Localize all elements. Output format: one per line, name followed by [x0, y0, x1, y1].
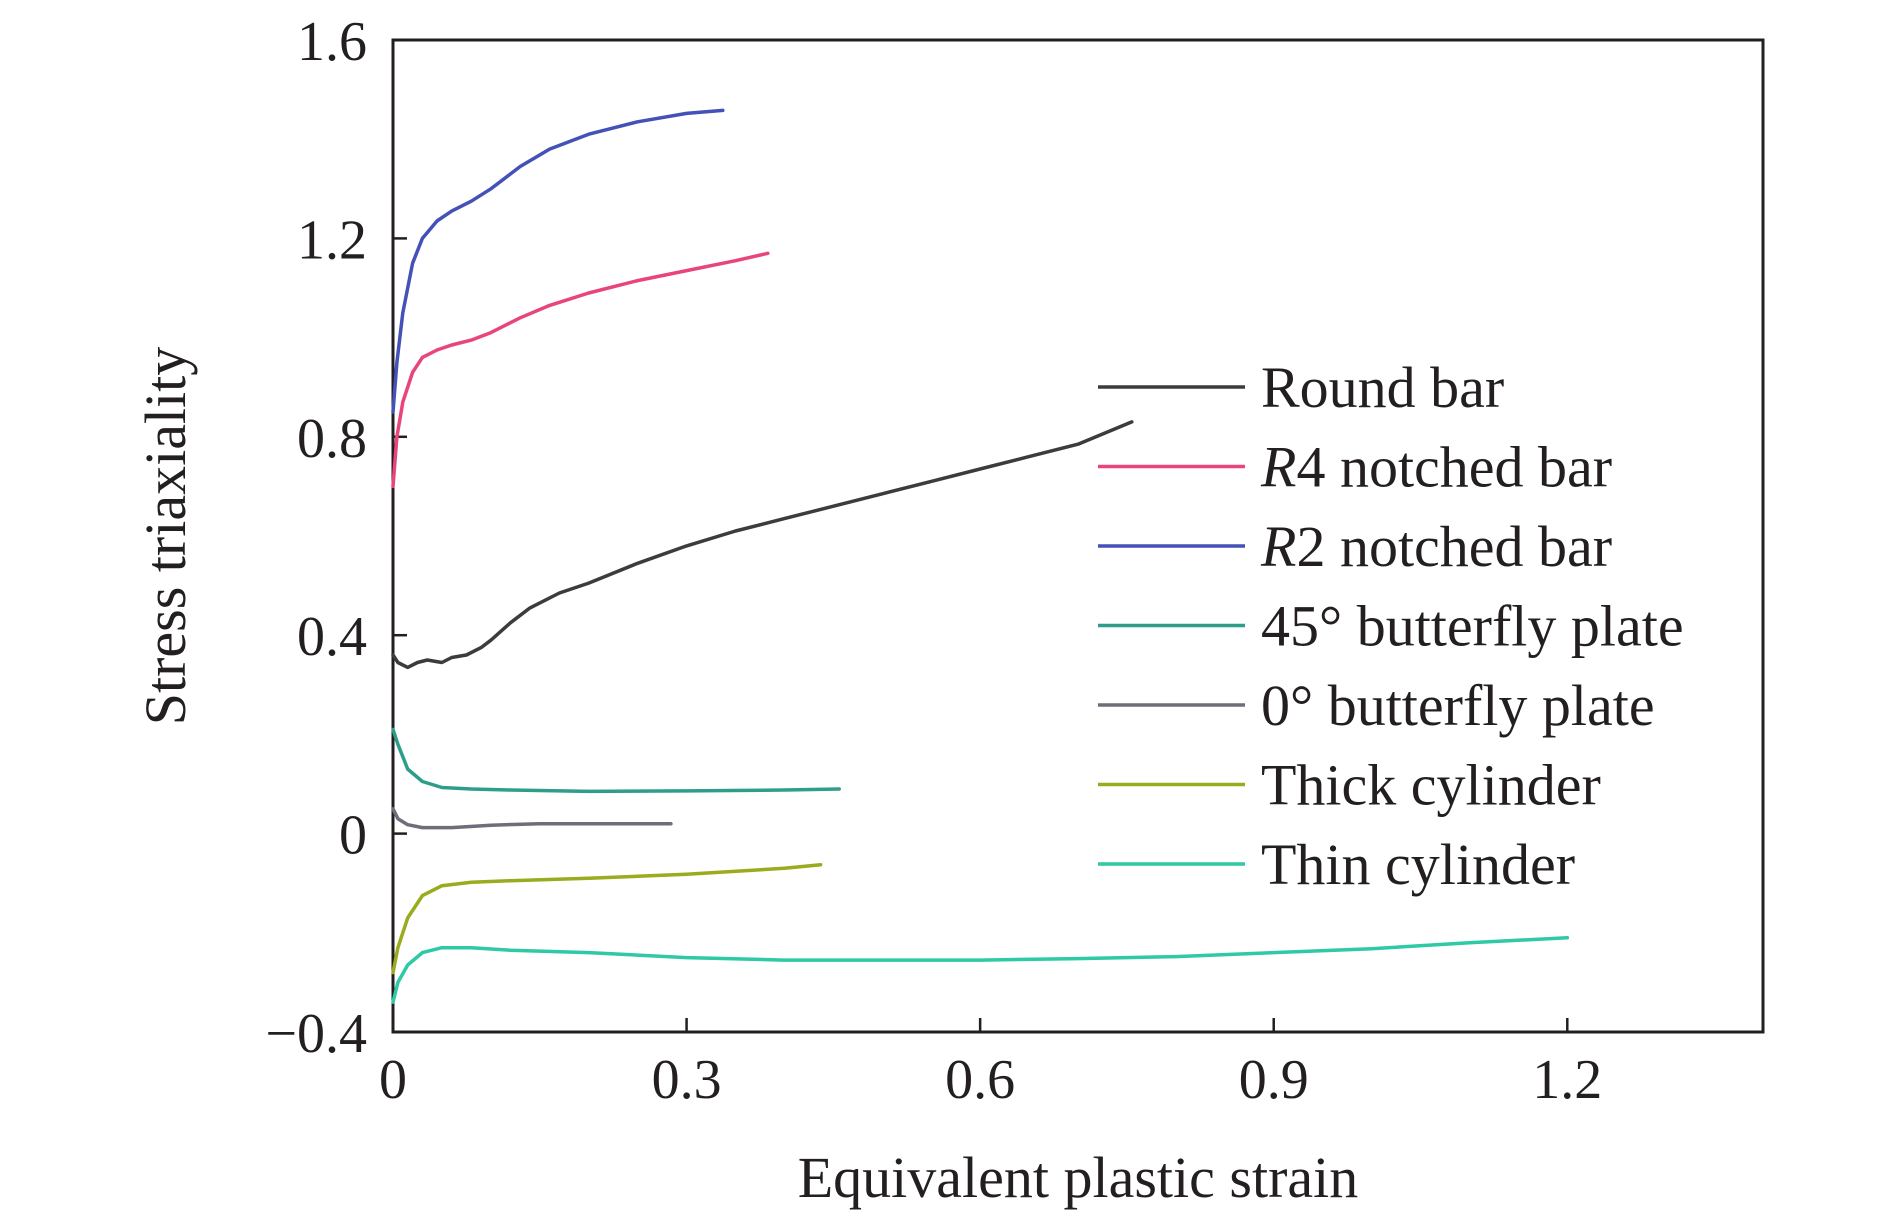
y-tick-label: 1.2 — [297, 209, 367, 271]
y-axis-title: Stress triaxiality — [133, 347, 198, 726]
y-tick-label: 1.6 — [297, 11, 367, 73]
y-axis: −0.4 0 0.4 0.8 1.2 1.6 — [265, 11, 407, 1065]
legend-label: 0° butterfly plate — [1261, 673, 1655, 738]
series-line-4 — [391, 807, 673, 830]
series-line-5 — [391, 863, 823, 975]
legend-label: Thick cylinder — [1261, 753, 1601, 818]
series-line-6 — [391, 936, 1570, 1004]
y-tick-label: 0 — [339, 805, 367, 867]
x-tick-label: 0.9 — [1239, 1049, 1309, 1111]
legend-label: 45° butterfly plate — [1261, 594, 1684, 659]
x-axis-title: Equivalent plastic strain — [798, 1145, 1359, 1210]
plot-frame — [391, 38, 1765, 1034]
legend-label: Thin cylinder — [1261, 832, 1575, 897]
series-line-1 — [391, 251, 770, 489]
legend-label: R2 notched bar — [1260, 514, 1612, 579]
x-tick-label: 0.3 — [652, 1049, 722, 1111]
series-line-3 — [391, 727, 841, 794]
legend-label: R4 notched bar — [1260, 435, 1612, 500]
x-axis: 0 0.3 0.6 0.9 1.2 — [379, 1018, 1602, 1111]
legend-label: Round bar — [1261, 355, 1504, 420]
x-tick-label: 0.6 — [945, 1049, 1015, 1111]
x-tick-label: 0 — [379, 1049, 407, 1111]
series-line-2 — [391, 108, 725, 414]
series-line-0 — [391, 420, 1134, 670]
y-tick-label: 0.4 — [297, 606, 367, 668]
legend: Round bar R4 notched bar R2 notched bar 45°… — [1098, 355, 1684, 897]
series-lines — [391, 108, 1570, 1004]
y-tick-label: 0.8 — [297, 408, 367, 470]
x-tick-label: 1.2 — [1532, 1049, 1602, 1111]
y-tick-label: −0.4 — [265, 1003, 367, 1065]
